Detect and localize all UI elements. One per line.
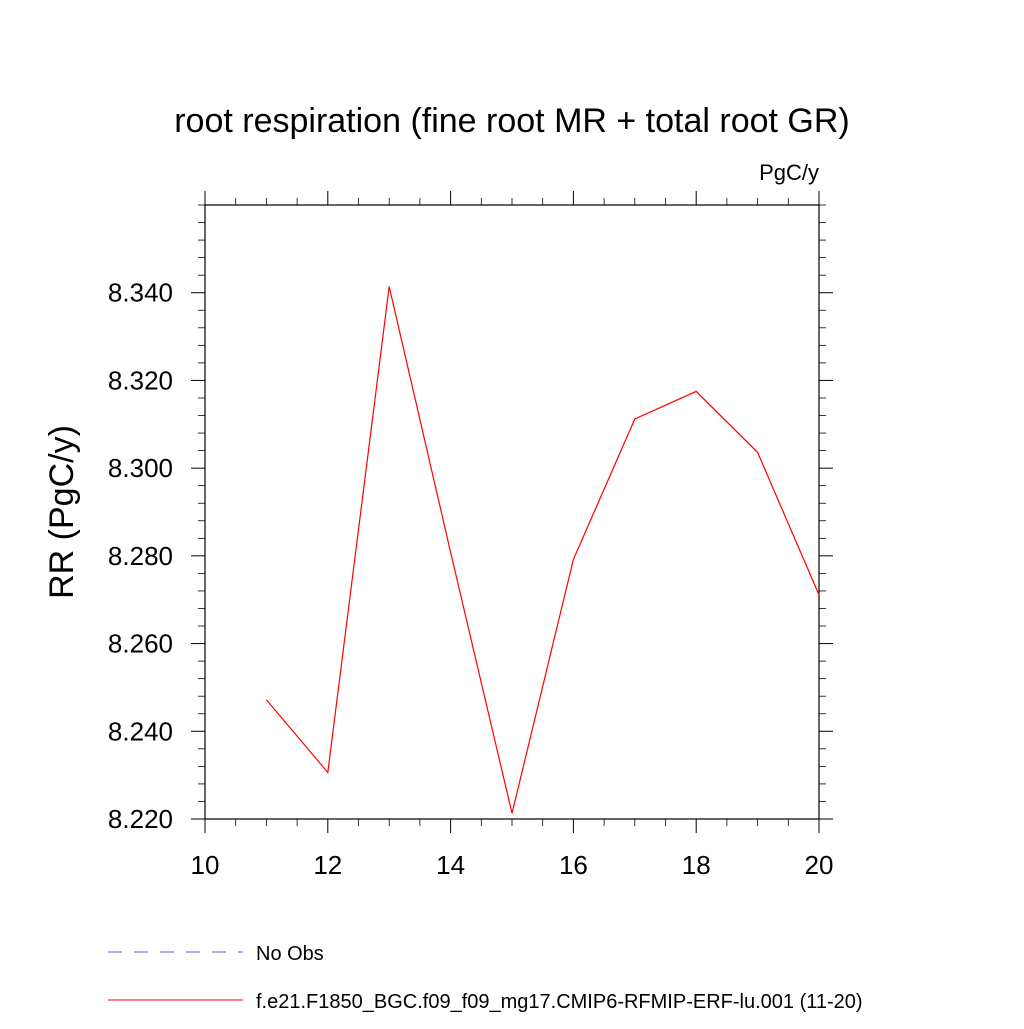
legend-label: No Obs bbox=[256, 943, 324, 965]
x-tick-label: 14 bbox=[436, 850, 465, 880]
series-line bbox=[265, 286, 820, 814]
series-layer bbox=[265, 286, 820, 814]
y-tick-label: 8.240 bbox=[108, 716, 173, 746]
y-tick-label: 8.300 bbox=[108, 453, 173, 483]
y-tick-label: 8.320 bbox=[108, 365, 173, 395]
y-tick-label: 8.260 bbox=[108, 629, 173, 659]
ticks-layer: 10 12 14 16 18 20 8.220 8.240 8.260 8.280 8.300 8.3… bbox=[108, 191, 834, 880]
plot-border bbox=[204, 204, 820, 820]
x-tick-label: 20 bbox=[805, 850, 834, 880]
x-tick-label: 16 bbox=[559, 850, 588, 880]
legend-label: f.e21.F1850_BGC.f09_f09_mg17.CMIP6-RFMIP… bbox=[256, 991, 863, 1013]
units-label: PgC/y bbox=[759, 160, 819, 185]
y-axis-label: RR (PgC/y) bbox=[43, 425, 81, 599]
x-tick-label: 12 bbox=[313, 850, 342, 880]
y-tick-label: 8.220 bbox=[108, 804, 173, 834]
x-tick-label: 18 bbox=[682, 850, 711, 880]
chart-title: root respiration (fine root MR + total r… bbox=[174, 102, 850, 140]
legend: No Obs f.e21.F1850_BGC.f09_f09_mg17.CMIP6… bbox=[108, 943, 863, 1013]
x-tick-label: 10 bbox=[191, 850, 220, 880]
y-tick-label: 8.340 bbox=[108, 278, 173, 308]
y-tick-label: 8.280 bbox=[108, 541, 173, 571]
plot-frame bbox=[204, 204, 820, 820]
